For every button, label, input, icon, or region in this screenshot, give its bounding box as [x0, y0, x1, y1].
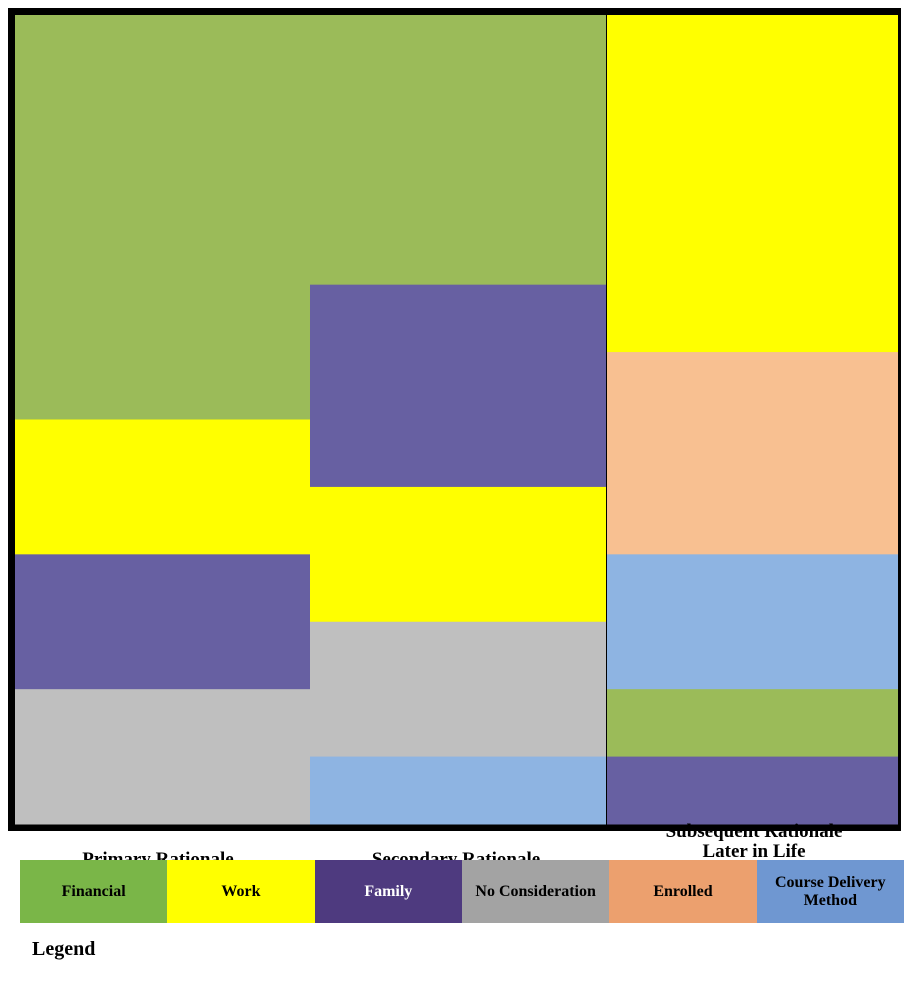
block-col1-financial — [15, 15, 310, 420]
block-col3-family — [607, 756, 898, 825]
block-col2-family — [310, 284, 606, 488]
legend-item-enrolled: Enrolled — [609, 860, 757, 923]
block-col3-enrolled — [607, 352, 898, 555]
legend-title: Legend — [32, 938, 96, 960]
treemap-svg — [15, 15, 898, 825]
block-col1-work — [15, 419, 310, 555]
block-col1-no-consideration — [15, 689, 310, 825]
legend-item-work: Work — [167, 860, 315, 923]
block-col2-no-consideration — [310, 621, 606, 758]
treemap-chart — [8, 8, 901, 831]
block-col3-course-delivery-method — [607, 554, 898, 690]
legend-item-family: Family — [314, 860, 462, 923]
block-col3-work — [607, 15, 898, 353]
block-col2-work — [310, 486, 606, 623]
legend-item-no-consideration: No Consideration — [461, 860, 610, 923]
legend-bar: Financial Work Family No Consideration E… — [20, 860, 904, 923]
legend-item-course-delivery-method: Course Delivery Method — [756, 860, 904, 923]
legend-item-financial: Financial — [20, 860, 168, 923]
block-col1-family — [15, 554, 310, 690]
block-col2-financial — [310, 15, 606, 286]
block-col2-course-delivery-method — [310, 756, 606, 825]
block-col3-financial — [607, 689, 898, 758]
column-label-subsequent: Subsequent Rationale Later in Life — [665, 821, 843, 862]
